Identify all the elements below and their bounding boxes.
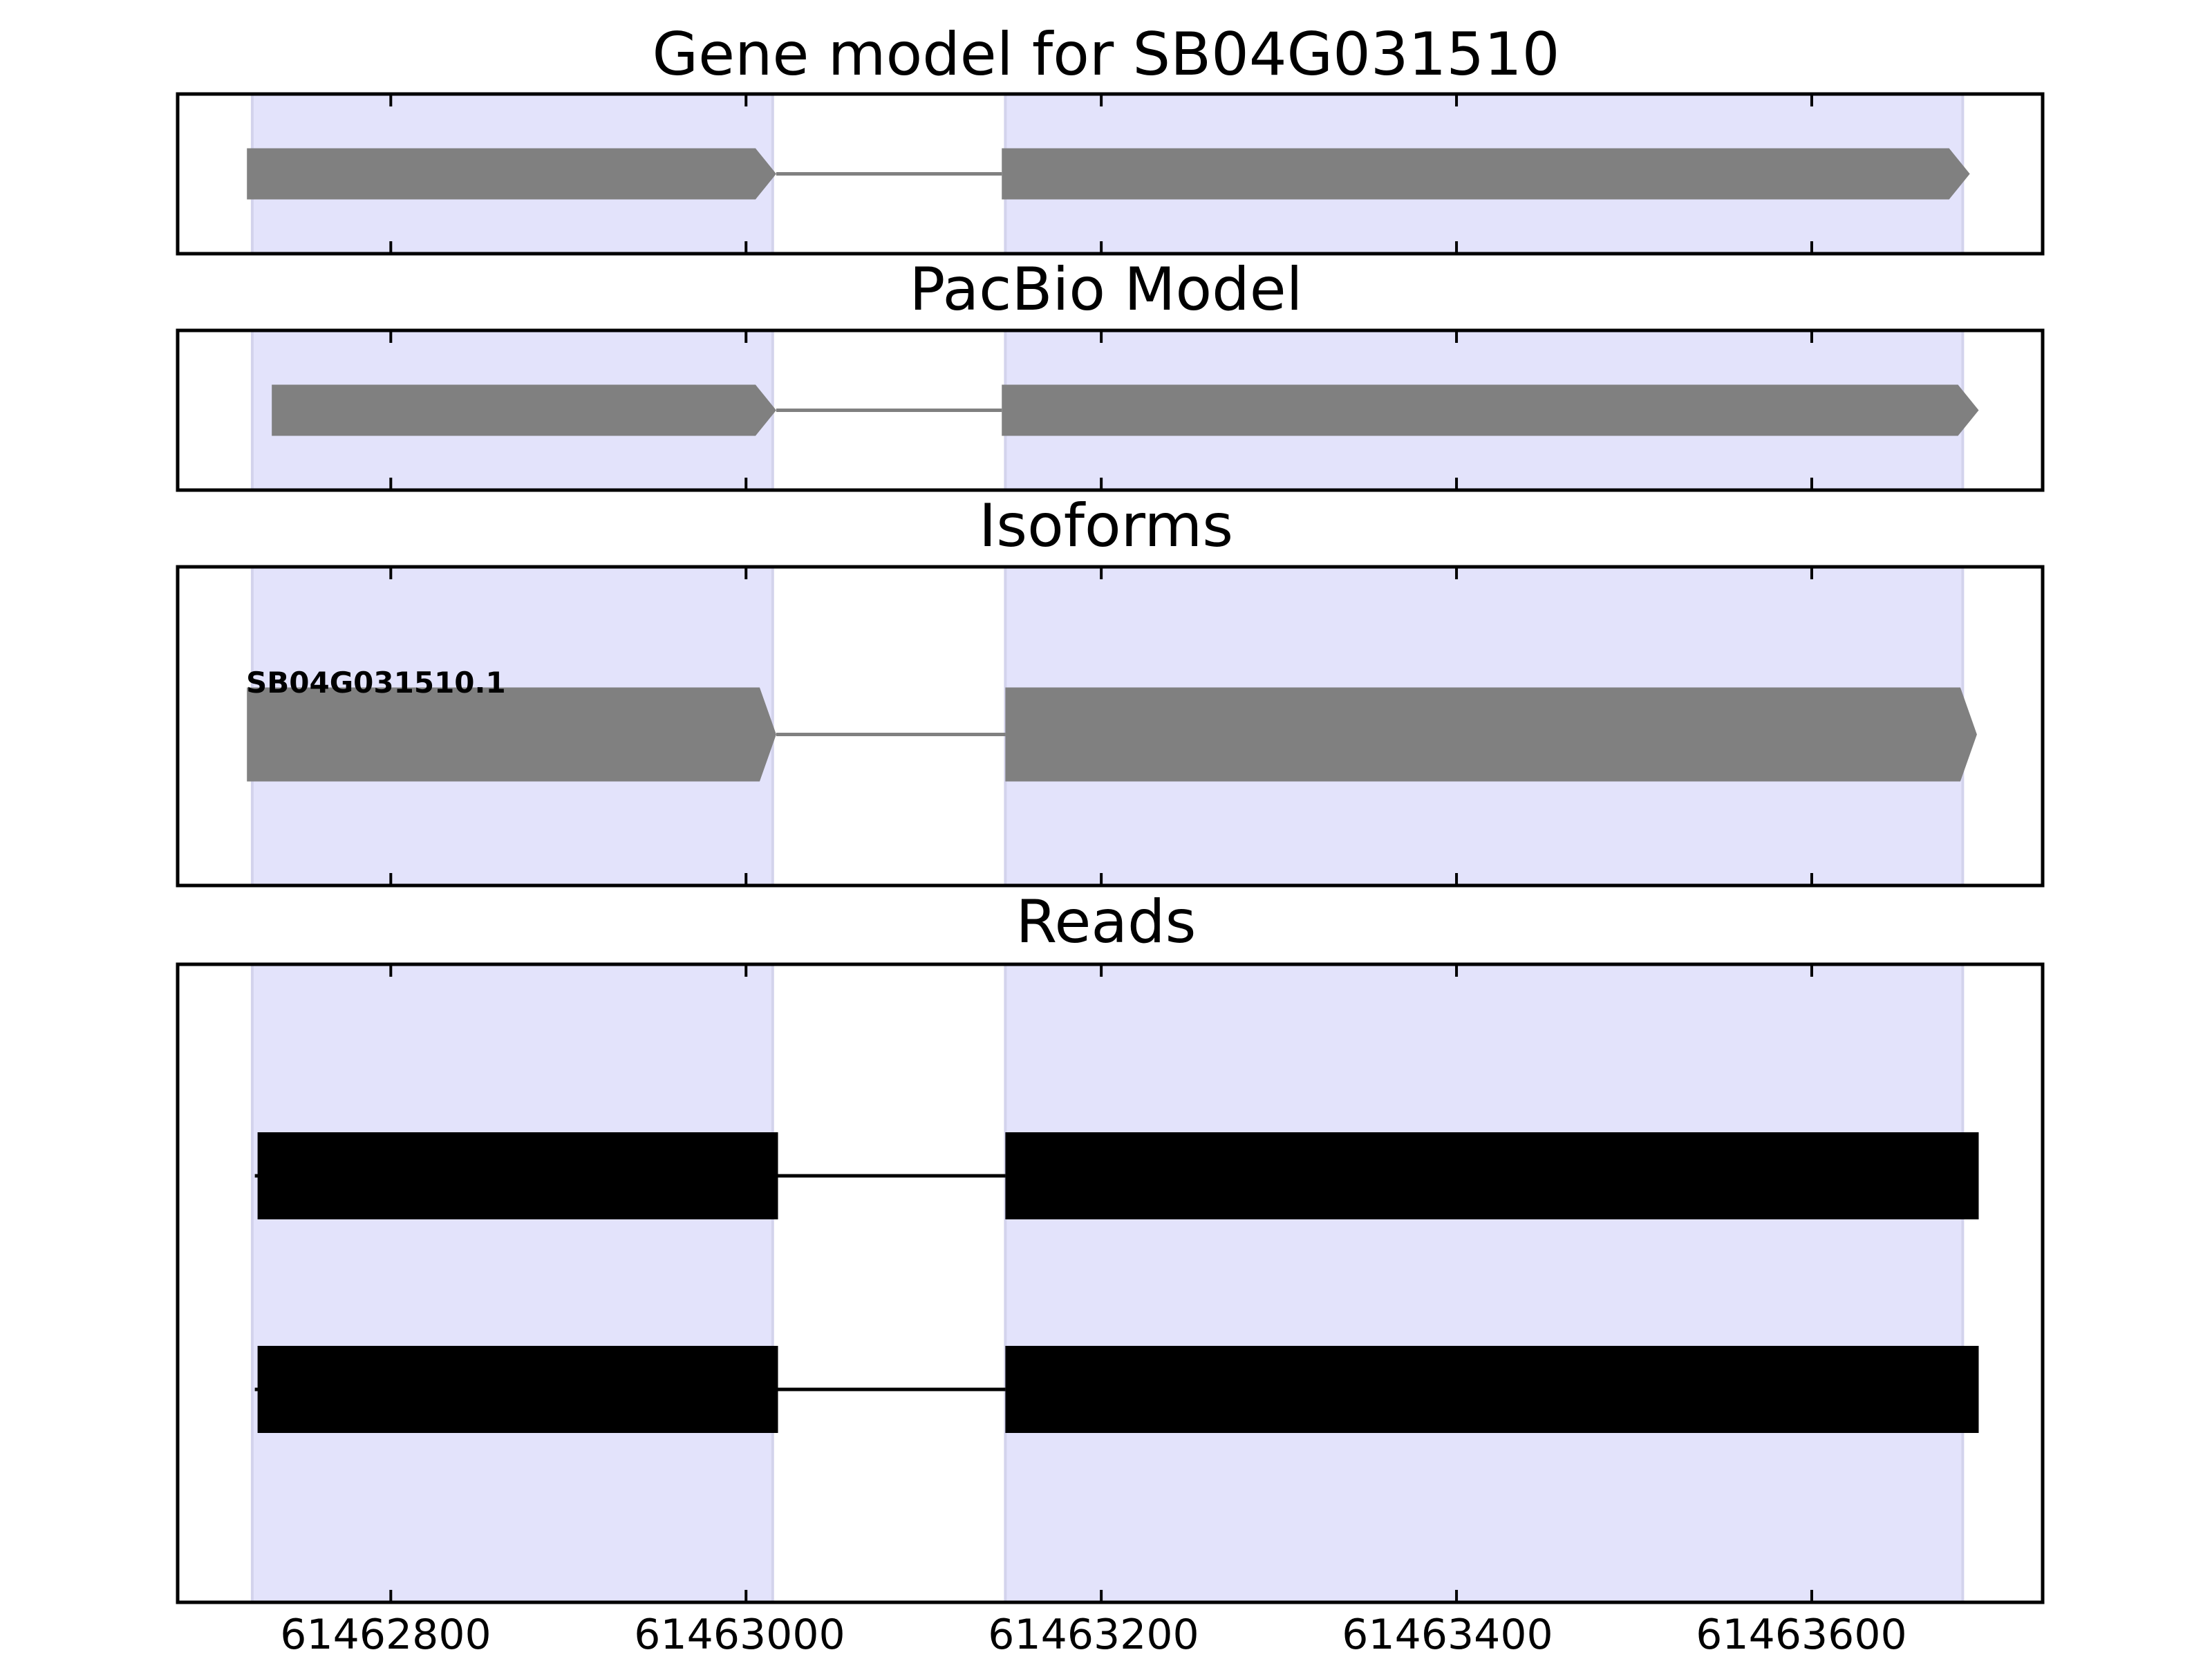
panel-frame bbox=[176, 962, 2045, 1604]
exon-arrow-block bbox=[247, 148, 776, 200]
exon-highlight-band bbox=[1005, 964, 1963, 1602]
feature-layer bbox=[247, 148, 1979, 1433]
read-exon-block bbox=[257, 1346, 778, 1433]
exon-highlight-band bbox=[252, 964, 773, 1602]
exon-arrow-block bbox=[272, 384, 776, 436]
x-tick-label: 61463400 bbox=[1342, 1611, 1553, 1659]
panel-title-isoforms: Isoforms bbox=[979, 491, 1233, 561]
panel-title-gene-model: Gene model for SB04G031510 bbox=[653, 20, 1560, 89]
isoform-label: SB04G031510.1 bbox=[246, 666, 506, 700]
panel-frame bbox=[176, 565, 2045, 888]
x-tick-label: 61463600 bbox=[1696, 1611, 1906, 1659]
panel-frame bbox=[176, 328, 2045, 492]
exon-arrow-block bbox=[247, 687, 776, 782]
read-exon-block bbox=[257, 1132, 778, 1219]
axes-layer bbox=[176, 92, 2045, 1604]
x-tick-label: 61463000 bbox=[634, 1611, 845, 1659]
exon-arrow-block bbox=[1002, 148, 1970, 200]
exon-arrow-block bbox=[1005, 687, 1977, 782]
exon-arrow-block bbox=[1002, 384, 1979, 436]
panel-frame bbox=[176, 92, 2045, 256]
panel-title-reads: Reads bbox=[1016, 888, 1197, 957]
read-exon-block bbox=[1005, 1346, 1979, 1433]
read-exon-block bbox=[1005, 1132, 1979, 1219]
x-tick-label: 61463200 bbox=[988, 1611, 1199, 1659]
panel-title-pacbio-model: PacBio Model bbox=[909, 255, 1302, 324]
x-tick-label: 61462800 bbox=[280, 1611, 491, 1659]
